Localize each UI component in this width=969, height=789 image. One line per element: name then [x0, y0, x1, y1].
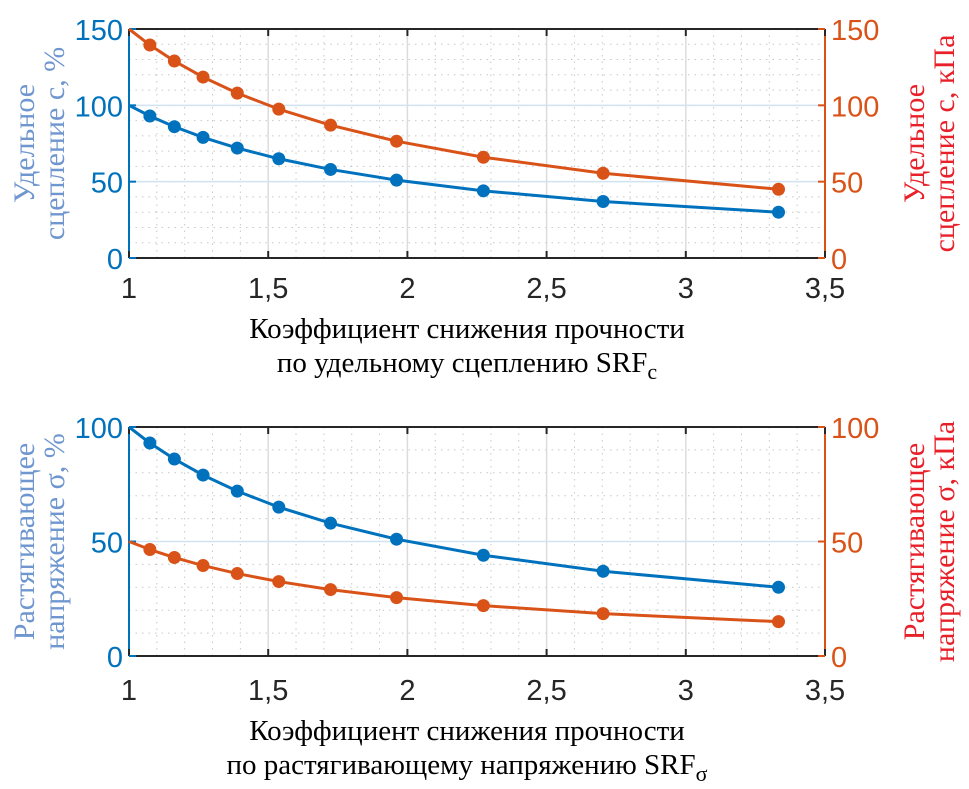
- x-tick-label: 1,5: [248, 273, 288, 305]
- data-point-left: [476, 184, 490, 198]
- right-y-axis-label-line1: Растягивающее: [898, 443, 931, 640]
- x-axis-label-line2: по удельному сцеплению SRFc: [277, 347, 658, 384]
- left-y-tick-label: 100: [75, 413, 123, 445]
- data-point-right: [272, 102, 286, 116]
- data-point-right: [196, 70, 210, 84]
- data-point-left: [143, 109, 157, 123]
- right-y-tick-label: 50: [831, 528, 863, 560]
- data-point-left: [196, 130, 210, 144]
- data-point-left: [772, 205, 786, 219]
- left-y-axis-label-line1: Растягивающее: [8, 443, 41, 640]
- data-point-right: [196, 559, 210, 573]
- x-axis-label-text: по удельному сцеплению SRF: [277, 347, 648, 379]
- data-point-right: [324, 583, 338, 597]
- data-point-right: [772, 182, 786, 196]
- right-y-tick-label: 150: [831, 15, 879, 47]
- right-y-tick-label: 0: [831, 642, 847, 674]
- data-point-left: [324, 162, 338, 176]
- x-axis-label-subscript: c: [647, 359, 657, 384]
- data-point-right: [143, 543, 157, 557]
- left-y-tick-label: 150: [75, 15, 123, 47]
- data-point-right: [476, 150, 490, 164]
- x-tick-label: 2: [399, 675, 415, 707]
- data-point-left: [272, 500, 286, 514]
- top-chart: 1 1,5 2 2,5 3 3,5050100150050100150Удельноесц…: [8, 15, 961, 384]
- x-tick-label: 3,5: [805, 675, 845, 707]
- x-tick-label: 2,5: [526, 273, 566, 305]
- x-tick-label: 3: [678, 273, 694, 305]
- x-axis-label-line1: Коэффициент снижения прочности: [249, 715, 685, 747]
- data-point-right: [596, 607, 610, 621]
- x-tick-label: 3,5: [805, 273, 845, 305]
- x-axis-label-line1: Коэффициент снижения прочности: [249, 313, 685, 345]
- x-axis-label-text: по растягивающему напряжению SRF: [226, 749, 695, 781]
- data-point-right: [143, 38, 157, 52]
- data-point-right: [390, 134, 404, 148]
- data-point-right: [324, 118, 338, 132]
- bottom-chart: 1 1,5 2 2,5 3 3,5050100050100Растягивающеенап…: [8, 413, 961, 786]
- data-point-right: [390, 591, 404, 605]
- left-y-axis-label-line2: напряжение σ, %: [38, 433, 71, 650]
- data-point-left: [390, 532, 404, 546]
- x-tick-label: 2,5: [526, 675, 566, 707]
- right-y-tick-label: 100: [831, 91, 879, 123]
- data-point-left: [196, 468, 210, 482]
- x-axis-label-subscript: σ: [696, 761, 708, 786]
- x-tick-label: 1,5: [248, 675, 288, 707]
- data-point-right: [476, 599, 490, 613]
- x-tick-label: 1: [121, 273, 137, 305]
- data-point-right: [167, 54, 181, 68]
- right-y-tick-label: 50: [831, 168, 863, 200]
- data-point-left: [143, 436, 157, 450]
- x-tick-label: 1: [121, 675, 137, 707]
- data-point-right: [230, 567, 244, 581]
- data-point-right: [167, 551, 181, 565]
- right-y-axis-label-line2: напряжение σ, кПа: [928, 421, 961, 662]
- data-point-left: [230, 141, 244, 155]
- right-y-axis-label-line2: сцепление c, кПа: [928, 35, 961, 253]
- right-y-axis-label-line1: Удельное: [898, 84, 931, 203]
- data-point-right: [230, 86, 244, 100]
- data-point-left: [230, 484, 244, 498]
- data-point-left: [390, 173, 404, 187]
- data-point-left: [772, 580, 786, 594]
- data-point-right: [772, 615, 786, 629]
- left-y-tick-label: 0: [107, 244, 123, 276]
- data-point-left: [167, 120, 181, 134]
- data-point-left: [596, 195, 610, 209]
- left-y-axis-label-line1: Удельное: [8, 84, 41, 203]
- data-point-left: [324, 516, 338, 530]
- x-tick-label: 3: [678, 675, 694, 707]
- data-point-left: [476, 548, 490, 562]
- left-y-tick-label: 50: [91, 528, 123, 560]
- x-axis-label-line2: по растягивающему напряжению SRFσ: [226, 749, 707, 786]
- left-y-tick-label: 50: [91, 168, 123, 200]
- x-tick-label: 2: [399, 273, 415, 305]
- plot-area: [129, 29, 825, 258]
- left-y-tick-label: 100: [75, 91, 123, 123]
- data-point-right: [596, 166, 610, 180]
- left-y-axis-label-line2: сцепление c, %: [38, 47, 71, 240]
- right-y-tick-label: 0: [831, 244, 847, 276]
- data-point-left: [272, 152, 286, 166]
- right-y-tick-label: 100: [831, 413, 879, 445]
- left-y-tick-label: 0: [107, 642, 123, 674]
- data-point-right: [272, 575, 286, 589]
- data-point-left: [167, 452, 181, 466]
- data-point-left: [596, 564, 610, 578]
